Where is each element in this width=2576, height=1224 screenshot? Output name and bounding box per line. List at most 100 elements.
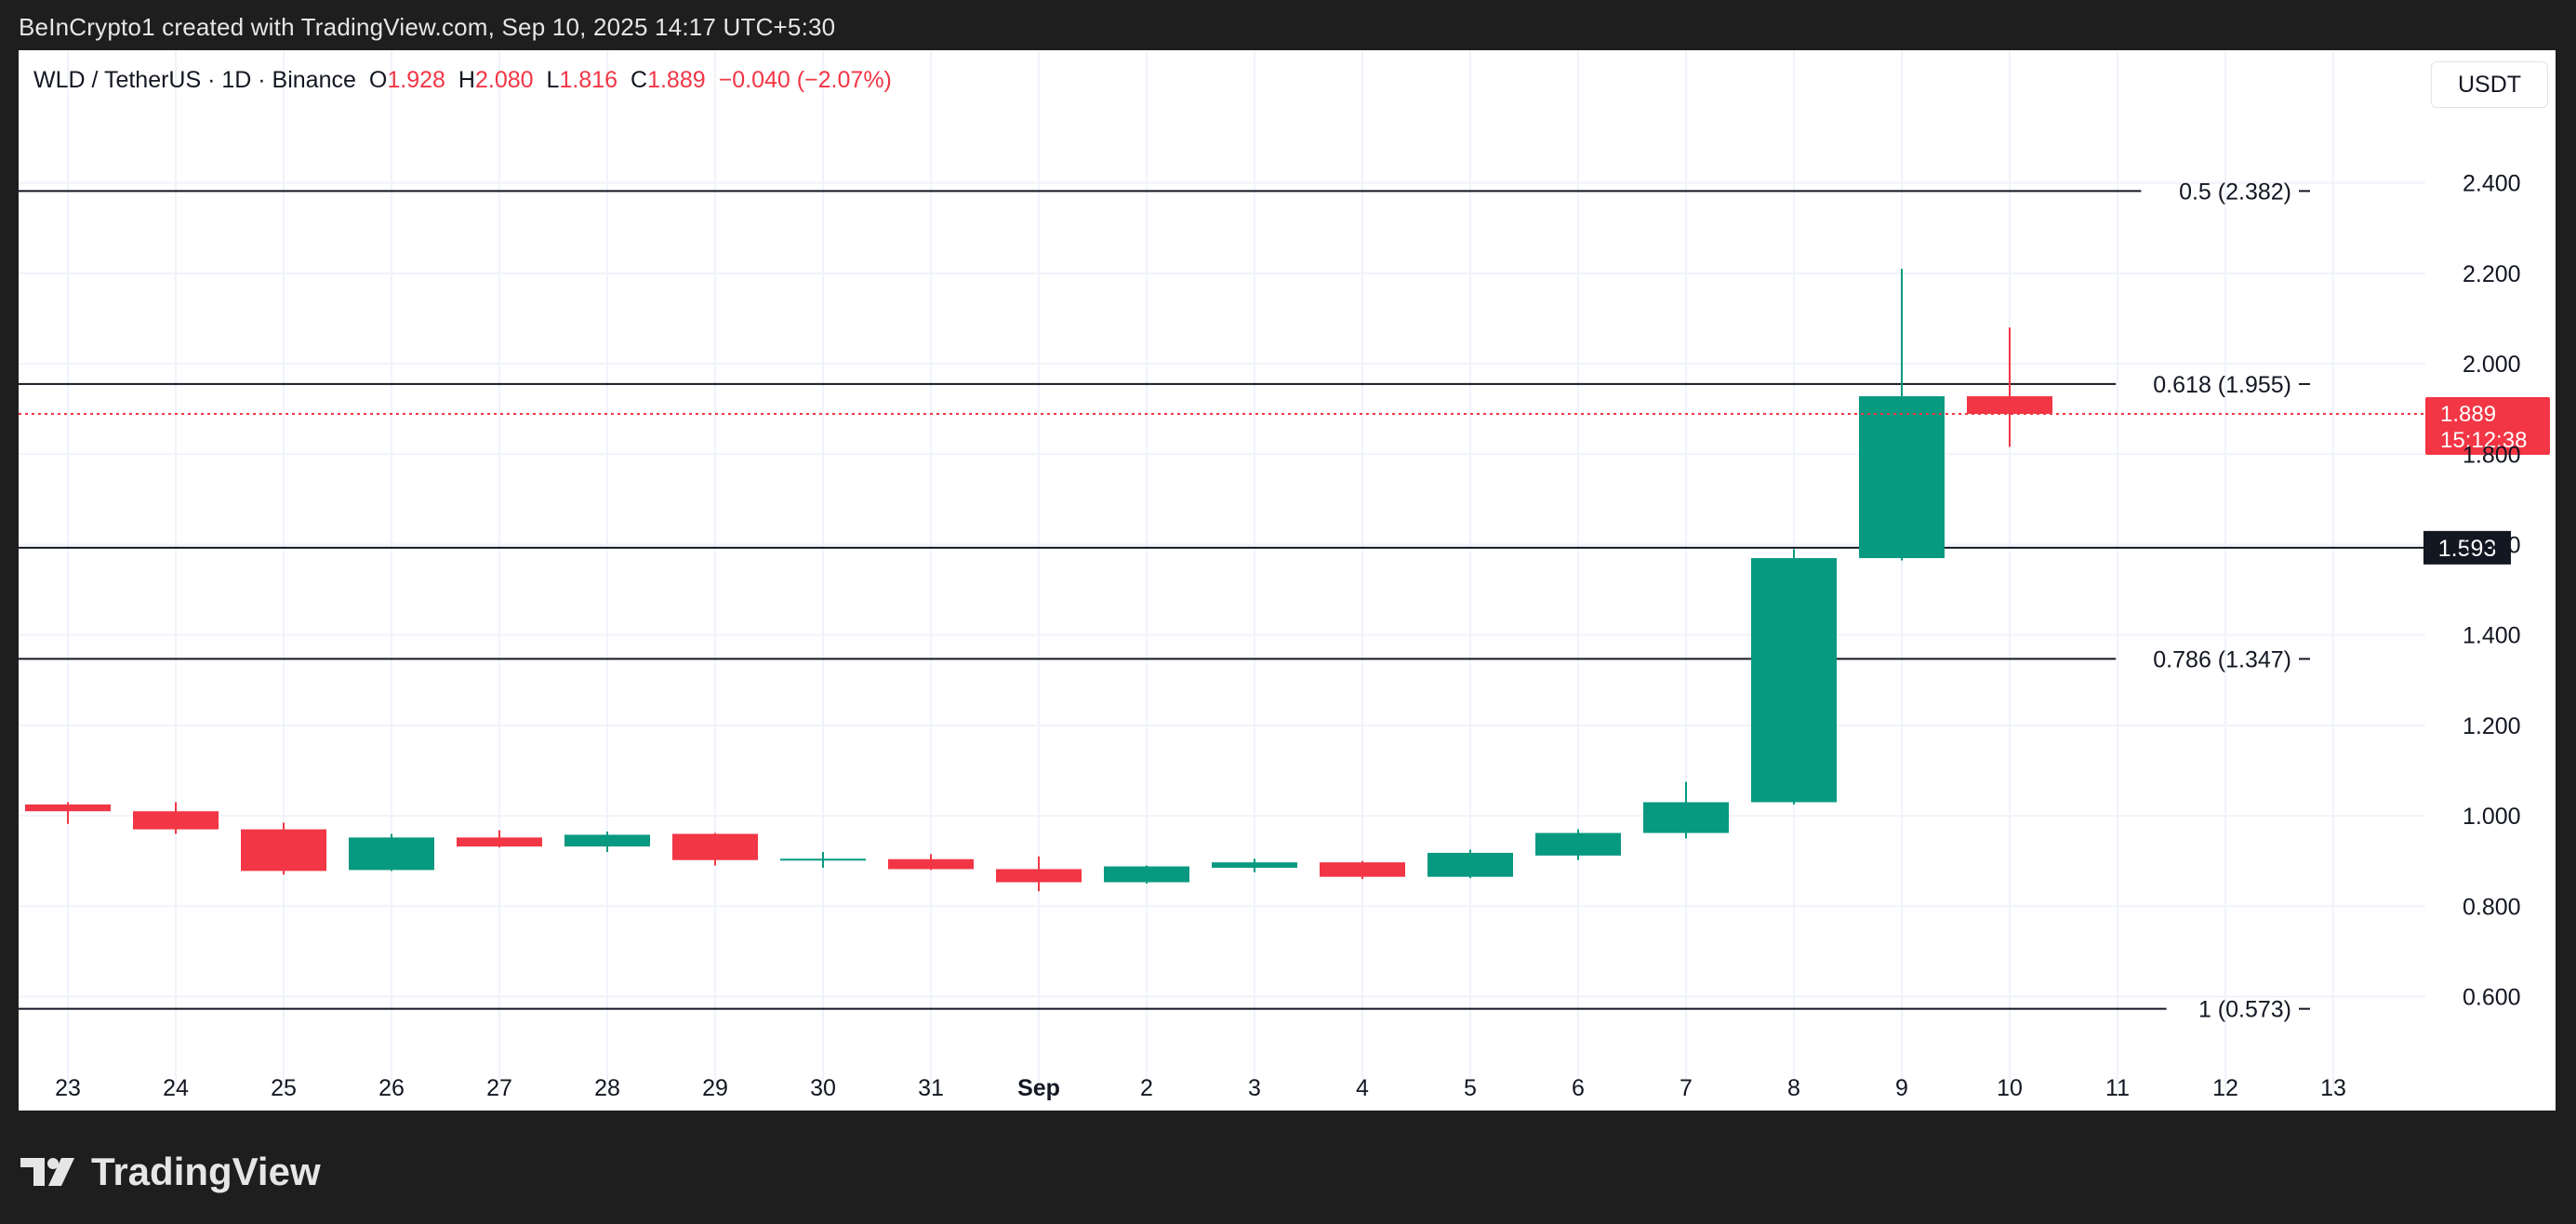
y-axis-tick-label: 0.800 [2463,894,2521,920]
y-axis-tick-label: 1.600 [2463,532,2521,558]
candle-body [1751,558,1837,803]
symbol-name: WLD / TetherUS · 1D · Binance [33,67,356,93]
y-axis-tick-label: 2.000 [2463,352,2521,378]
low-value: 1.816 [559,67,617,93]
candle-body [241,829,326,871]
fib-levels-layer: 0.5 (2.382) 0.618 (1.955) 1.593 0.786 (1.34… [19,179,2511,1023]
grid-layer [19,50,2425,1092]
candle-down [672,832,758,866]
brand-name: TradingView [91,1150,321,1193]
candle-body [1104,866,1189,883]
candle-down [25,802,111,824]
x-axis-tick-label: 10 [1997,1075,2023,1101]
candle-up [1427,849,1513,879]
close-label: C [631,67,648,93]
candle-up [564,832,650,852]
axis-layer: 23 24 25 26 27 28 29 30 31 Sep 2 3 4 5 6 7 8 9 10 11 12 130.6… [55,171,2520,1101]
candle-body [888,858,974,870]
level-price-box [2423,530,2511,565]
candle-up [1212,858,1297,872]
candle-body [25,804,111,812]
candle-up [1859,268,1945,561]
x-axis-tick-label: 13 [2320,1075,2346,1101]
candle-body [996,869,1082,883]
chart-panel[interactable]: 0.5 (2.382) 0.618 (1.955) 1.593 0.786 (1.34… [19,50,2556,1111]
current-price-tag [2425,396,2550,455]
candle-down [888,854,974,871]
y-axis-tick-label: 2.200 [2463,261,2521,287]
tradingview-logo-icon [20,1158,74,1186]
candle-down [1320,860,1405,880]
y-axis-tick-label: 1.200 [2463,713,2521,739]
y-axis-tick-label: 1.400 [2463,623,2521,649]
candle-up [1643,781,1729,839]
x-axis-tick-label: 29 [702,1075,728,1101]
x-axis-tick-label: 28 [594,1075,620,1101]
change-value: −0.040 (−2.07%) [718,67,892,93]
candle-body [672,833,758,860]
candle-down [457,830,542,848]
candle-up [780,851,866,868]
low-label: L [546,67,560,93]
candle-body [1427,852,1513,877]
x-axis-tick-label: 3 [1248,1075,1261,1101]
open-label: O [368,67,388,93]
candle-body [133,811,219,830]
close-value: 1.889 [647,67,706,93]
chart-caption: BeInCrypto1 created with TradingView.com… [19,13,836,41]
y-axis-tick-label: 2.400 [2463,171,2521,197]
y-axis-tick-label: 1.800 [2463,442,2521,468]
x-axis-tick-label: Sep [1017,1075,1060,1101]
candle-body [349,837,434,871]
x-axis-tick-label: 5 [1464,1075,1477,1101]
candle-down [241,822,326,875]
x-axis-tick-label: 27 [486,1075,512,1101]
x-axis-tick-label: 12 [2212,1075,2238,1101]
candle-body [1212,862,1297,868]
x-axis-tick-label: 31 [918,1075,944,1101]
candle-body [1643,802,1729,833]
high-label: H [458,67,475,93]
candlestick-chart[interactable]: 0.5 (2.382) 0.618 (1.955) 1.593 0.786 (1.34… [19,50,2556,1111]
symbol-legend[interactable]: WLD / TetherUS · 1D · Binance O1.928 H2.08… [33,67,892,94]
candle-up [1751,549,1837,805]
candle-body [1859,396,1945,559]
x-axis-tick-label: 6 [1572,1075,1585,1101]
open-value: 1.928 [387,67,445,93]
candle-body [1320,862,1405,877]
currency-selector-button[interactable]: USDT [2431,61,2548,108]
candle-up [349,833,434,871]
candle-down [1967,327,2052,447]
y-axis-tick-label: 0.600 [2463,985,2521,1011]
current-price-label: 1.889 [2440,402,2496,427]
countdown-label: 15:12:38 [2440,428,2527,453]
fib-level-label: 0.5 (2.382) [2179,179,2291,205]
x-axis-tick-label: 24 [163,1075,189,1101]
tradingview-logo[interactable]: TradingView [20,1150,321,1194]
x-axis-tick-label: 30 [810,1075,836,1101]
fib-level-label: 0.786 (1.347) [2153,646,2291,672]
fib-level-label: 0.618 (1.955) [2153,372,2291,398]
x-axis-tick-label: 9 [1895,1075,1908,1101]
candle-up [1535,829,1621,860]
x-axis-tick-label: 8 [1787,1075,1800,1101]
x-axis-tick-label: 7 [1680,1075,1693,1101]
candle-body [1967,396,2052,414]
candles-layer [25,268,2052,892]
candle-body [457,837,542,847]
candle-up [1104,865,1189,884]
x-axis-tick-label: 23 [55,1075,81,1101]
candle-down [133,802,219,834]
candle-body [1535,832,1621,856]
x-axis-tick-label: 2 [1140,1075,1153,1101]
x-axis-tick-label: 11 [2105,1075,2130,1101]
x-axis-tick-label: 26 [378,1075,405,1101]
candle-down [996,856,1082,892]
fib-level-label: 1 (0.573) [2198,997,2291,1023]
y-axis-tick-label: 1.000 [2463,804,2521,830]
x-axis-tick-label: 25 [271,1075,297,1101]
x-axis-tick-label: 4 [1356,1075,1369,1101]
candle-body [780,858,866,861]
high-value: 2.080 [474,67,534,93]
